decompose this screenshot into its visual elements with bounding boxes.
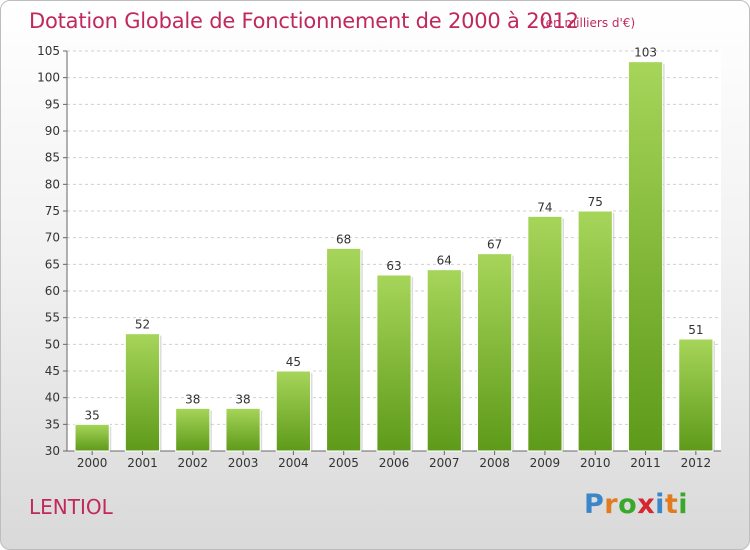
commune-name: LENTIOL [29, 495, 113, 519]
x-tick-label: 2000 [77, 456, 108, 470]
data-label: 67 [487, 238, 502, 252]
x-tick-label: 2004 [278, 456, 309, 470]
bar [426, 269, 462, 452]
bar [326, 247, 362, 452]
data-label: 52 [135, 318, 150, 332]
logo-letter: i [678, 489, 689, 520]
data-label: 74 [537, 200, 552, 214]
x-tick-label: 2006 [379, 456, 410, 470]
y-tick-label: 80 [45, 177, 60, 191]
data-label: 103 [634, 46, 657, 60]
bar [527, 215, 563, 452]
bar [627, 61, 664, 452]
y-tick-label: 100 [37, 71, 60, 85]
y-tick-label: 95 [45, 97, 60, 111]
data-label: 38 [235, 392, 250, 406]
logo-letter: t [664, 489, 679, 520]
y-tick-label: 60 [45, 284, 60, 298]
y-tick-label: 90 [45, 124, 60, 138]
y-tick-label: 30 [45, 444, 60, 458]
data-label: 38 [185, 392, 200, 406]
x-tick-label: 2009 [530, 456, 561, 470]
y-tick-label: 70 [45, 231, 60, 245]
x-tick-label: 2001 [127, 456, 158, 470]
bar [477, 253, 513, 452]
y-tick-label: 45 [45, 364, 60, 378]
bar [275, 370, 311, 452]
bar [175, 407, 211, 452]
y-tick-label: 105 [37, 44, 60, 58]
x-tick-label: 2002 [177, 456, 208, 470]
logo-letter: i [655, 489, 665, 520]
data-label: 35 [85, 408, 100, 422]
bar [124, 333, 161, 452]
bar [577, 210, 613, 452]
x-tick-label: 2011 [630, 456, 661, 470]
data-label: 63 [386, 259, 401, 273]
x-tick-label: 2010 [580, 456, 611, 470]
y-tick-label: 40 [45, 391, 60, 405]
data-label: 64 [437, 254, 452, 268]
data-label: 68 [336, 232, 351, 246]
logo-letter: x [637, 489, 656, 520]
y-tick-label: 55 [45, 311, 60, 325]
logo-letter: o [618, 489, 638, 520]
data-label: 45 [286, 355, 301, 369]
data-label: 51 [688, 323, 703, 337]
proxiti-logo: Proxiti [584, 489, 688, 520]
x-tick-label: 2003 [228, 456, 259, 470]
x-tick-label: 2012 [681, 456, 712, 470]
bar [376, 274, 412, 452]
chart-title: Dotation Globale de Fonctionnement de 20… [29, 9, 579, 33]
chart-unit: (en milliers d'€) [541, 16, 636, 30]
y-tick-label: 35 [45, 417, 60, 431]
bar [678, 338, 714, 452]
logo-letter: P [584, 489, 605, 520]
bar [74, 423, 110, 452]
x-tick-label: 2005 [328, 456, 359, 470]
x-tick-label: 2008 [479, 456, 510, 470]
logo-letter: r [604, 489, 619, 520]
y-tick-label: 85 [45, 151, 60, 165]
y-tick-label: 75 [45, 204, 60, 218]
y-tick-label: 65 [45, 257, 60, 271]
y-tick-label: 50 [45, 337, 60, 351]
data-label: 75 [588, 195, 603, 209]
x-tick-label: 2007 [429, 456, 460, 470]
bar [225, 407, 261, 452]
